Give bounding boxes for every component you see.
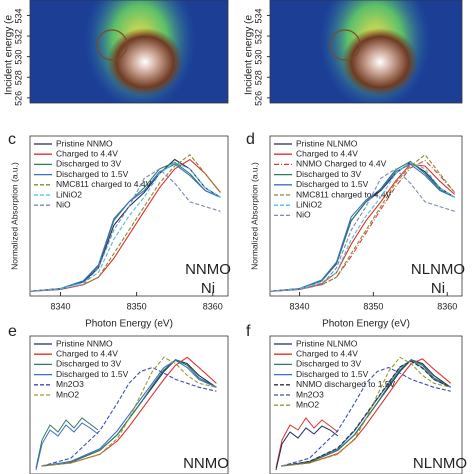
panel-label: d bbox=[246, 131, 255, 148]
legend-label: Discharged to 3V bbox=[296, 169, 362, 179]
data-line bbox=[29, 161, 221, 292]
heatmap-image bbox=[30, 0, 228, 103]
plot-frame bbox=[269, 335, 463, 474]
y-tick-label: 526 bbox=[13, 91, 23, 106]
legend-label: Discharged to 1.5V bbox=[56, 369, 129, 379]
data-line bbox=[41, 359, 217, 467]
data-line bbox=[281, 356, 451, 467]
legend-label: Pristine NNMO bbox=[56, 338, 113, 348]
plot-frame bbox=[29, 135, 229, 297]
x-tick-label: 8350 bbox=[363, 301, 383, 311]
data-line bbox=[29, 168, 221, 292]
legend-label: Pristine NNMO bbox=[56, 138, 113, 148]
panel-label: e bbox=[8, 323, 17, 340]
inset bbox=[35, 417, 339, 471]
plot-frame bbox=[29, 335, 229, 474]
data-line bbox=[41, 366, 217, 467]
legend-label: Mn2O3 bbox=[296, 389, 324, 399]
annotation: Ni bbox=[201, 280, 215, 297]
data-line bbox=[269, 161, 455, 292]
annotation: NNMO bbox=[183, 455, 229, 472]
legend-label: NiO bbox=[296, 210, 311, 220]
x-tick-label: 8340 bbox=[50, 301, 70, 311]
y-tick-label: 526 bbox=[253, 91, 263, 106]
legend-label: NMC811 charged to 4.4V bbox=[296, 189, 392, 199]
legend-label: Mn2O3 bbox=[56, 379, 84, 389]
x-axis-label: Photon Energy (eV) bbox=[85, 319, 173, 330]
data-line bbox=[41, 359, 217, 467]
y-tick-label: 534 bbox=[13, 8, 23, 23]
y-tick-label: 534 bbox=[253, 8, 263, 23]
x-tick-label: 8360 bbox=[437, 301, 457, 311]
y-tick-label: 532 bbox=[253, 29, 263, 44]
legend-label: MnO2 bbox=[296, 399, 319, 409]
data-line bbox=[281, 358, 452, 467]
legend-label: Discharged to 3V bbox=[56, 159, 122, 169]
y-tick-label: 532 bbox=[13, 29, 23, 44]
legend-label: Charged to 4.4V bbox=[56, 348, 118, 358]
annotation: NLNMO bbox=[411, 261, 465, 278]
y-tick-label: 528 bbox=[253, 70, 263, 85]
legend-label: NMC811 charged to 4.4V bbox=[56, 179, 152, 189]
legend-label: Discharged to 1.5V bbox=[56, 169, 129, 179]
legend-label: Charged to 4.4V bbox=[296, 348, 358, 358]
panel-label: f bbox=[246, 323, 251, 340]
legend-label: Charged to 4.4V bbox=[296, 148, 358, 158]
legend-label: NNMO Charged to 4.4V bbox=[296, 159, 387, 169]
y-tick-label: 528 bbox=[13, 70, 23, 85]
legend-label: NiO bbox=[56, 199, 71, 209]
x-axis-label: Photon Energy (eV) bbox=[322, 319, 410, 330]
data-line bbox=[281, 366, 451, 467]
plot-frame bbox=[29, 0, 229, 104]
legend-label: LiNiO2 bbox=[56, 189, 82, 199]
legend-label: Discharged to 1.5V bbox=[296, 369, 369, 379]
annotation: NLNMO bbox=[413, 455, 467, 472]
y-tick-label: 530 bbox=[13, 50, 23, 65]
y-axis-label: Incident energy (e bbox=[4, 15, 15, 95]
legend-label: NNMO discharged to 1.5V bbox=[296, 379, 396, 389]
heatmap-image bbox=[270, 0, 462, 103]
data-line bbox=[29, 163, 221, 292]
legend-label: MnO2 bbox=[56, 389, 79, 399]
x-tick-label: 8340 bbox=[290, 301, 310, 311]
legend-label: Charged to 4.4V bbox=[56, 148, 118, 158]
plot-frame bbox=[269, 135, 463, 297]
data-line bbox=[269, 163, 455, 292]
legend-label: LiNiO2 bbox=[296, 199, 322, 209]
annotation: NNMO bbox=[185, 261, 231, 278]
legend-label: Pristine NLNMO bbox=[296, 338, 358, 348]
legend-label: Discharged to 1.5V bbox=[296, 179, 369, 189]
y-axis-label: Normalized Absorption (a.u.) bbox=[9, 162, 19, 270]
data-line bbox=[269, 163, 455, 292]
data-line bbox=[269, 159, 456, 292]
plot-frame bbox=[269, 0, 463, 104]
annotation: Ni bbox=[431, 280, 445, 297]
data-line bbox=[281, 359, 451, 467]
data-line bbox=[41, 356, 217, 467]
legend-label: Pristine NLNMO bbox=[296, 138, 358, 148]
y-axis-label: Normalized Absorption (a.u.) bbox=[249, 162, 259, 270]
data-line bbox=[269, 168, 455, 292]
x-tick-label: 8350 bbox=[127, 301, 147, 311]
panel-label: c bbox=[8, 131, 16, 148]
y-tick-label: 530 bbox=[253, 50, 263, 65]
y-axis-label: Incident energy (e bbox=[244, 15, 255, 95]
data-line bbox=[281, 360, 451, 467]
x-tick-label: 8360 bbox=[203, 301, 223, 311]
legend-label: Discharged to 3V bbox=[296, 359, 362, 369]
legend-label: Discharged to 3V bbox=[56, 359, 122, 369]
